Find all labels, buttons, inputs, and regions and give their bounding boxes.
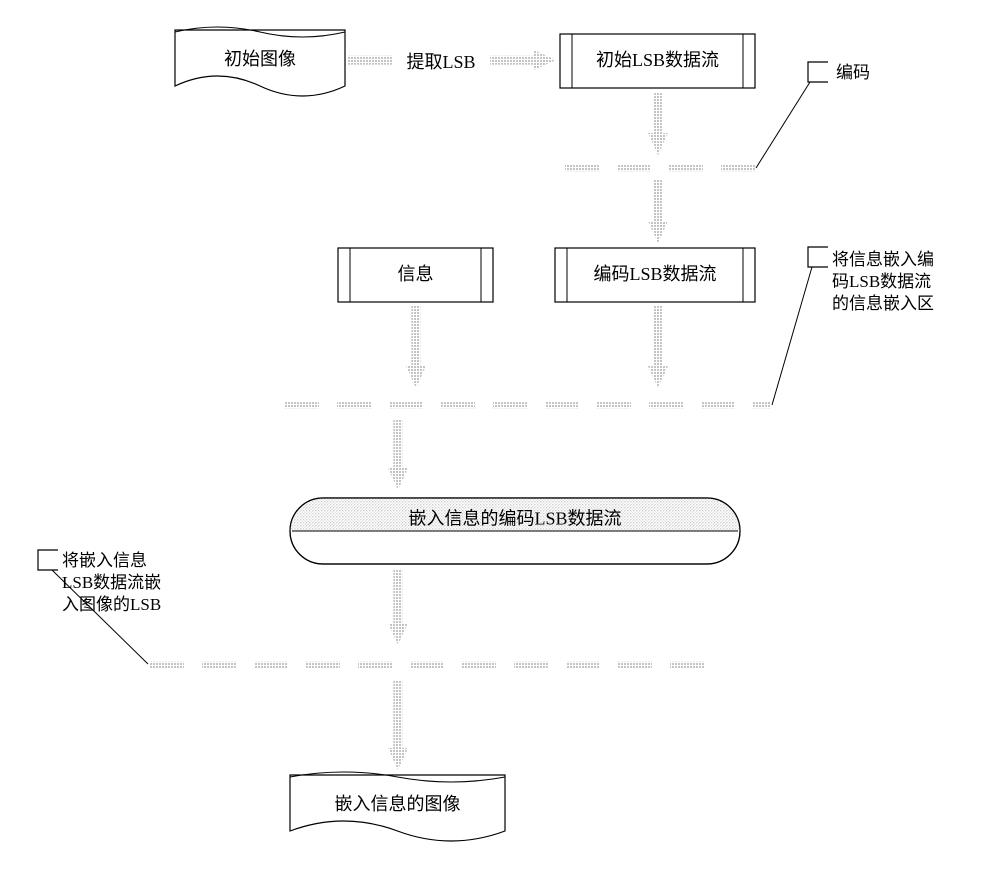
- annotation-text: 将信息嵌入编: [832, 250, 934, 269]
- annotation-text: LSB数据流嵌: [62, 573, 161, 592]
- node-label: 初始LSB数据流: [596, 50, 719, 70]
- arrow-a2: [648, 92, 668, 155]
- arrow-a5: [648, 306, 668, 388]
- arrow-label: 提取LSB: [406, 52, 475, 72]
- annotation-ann3: 将嵌入信息 LSB数据流嵌入图像的LSB: [38, 550, 161, 664]
- arrow-a1: 提取LSB: [348, 46, 556, 72]
- node-encLSB: 编码LSB数据流: [555, 248, 755, 302]
- annotation-ann1: 编码: [756, 62, 870, 168]
- annotation-ann2: 将信息嵌入编码LSB数据流的信息嵌入区: [772, 247, 934, 405]
- process-dash-dash2: [285, 402, 770, 409]
- node-label: 编码LSB数据流: [593, 264, 716, 284]
- annotation-text: 码LSB数据流: [832, 272, 931, 291]
- annotation-text: 入图像的LSB: [62, 595, 161, 614]
- process-dash-dash3: [150, 662, 704, 669]
- node-embedEncStream: 嵌入信息的编码LSB数据流: [290, 498, 740, 564]
- arrow-a3: [648, 180, 668, 243]
- node-info: 信息: [338, 248, 493, 302]
- annotation-text: 编码: [836, 63, 870, 82]
- node-finalImage: 嵌入信息的图像: [290, 772, 505, 841]
- node-label: 嵌入信息的图像: [335, 794, 461, 814]
- node-label: 信息: [398, 264, 434, 284]
- process-dash-dash1: [565, 165, 755, 172]
- arrow-a6: [388, 420, 408, 490]
- node-label: 嵌入信息的编码LSB数据流: [408, 509, 621, 529]
- annotation-text: 的信息嵌入区: [832, 294, 934, 313]
- node-initLSB: 初始LSB数据流: [560, 34, 755, 88]
- arrow-a7: [388, 570, 408, 645]
- flowchart-canvas: 初始图像 初始LSB数据流信息 编码LSB数据流嵌入信息的编码LSB数据流嵌入信息的…: [0, 0, 1000, 877]
- arrow-a4: [406, 306, 426, 388]
- node-initImage: 初始图像: [175, 27, 345, 96]
- node-label: 初始图像: [224, 49, 296, 69]
- arrow-a8: [388, 680, 408, 770]
- annotation-text: 将嵌入信息: [62, 551, 147, 570]
